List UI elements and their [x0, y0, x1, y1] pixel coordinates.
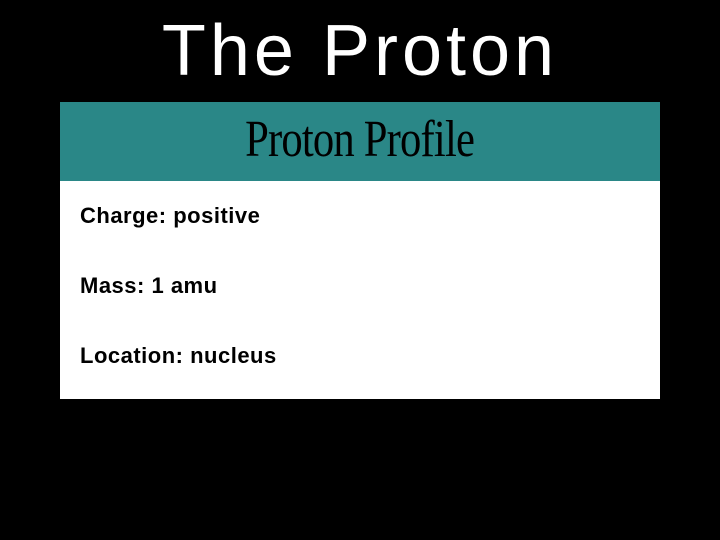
profile-row-mass: Mass: 1 amu — [80, 273, 640, 299]
profile-row-location: Location: nucleus — [80, 343, 640, 369]
profile-header-text: Proton Profile — [246, 110, 475, 169]
profile-row-charge: Charge: positive — [80, 203, 640, 229]
profile-body: Charge: positive Mass: 1 amu Location: n… — [60, 181, 660, 399]
slide-title: The Proton — [0, 0, 720, 102]
profile-header: Proton Profile — [60, 102, 660, 181]
